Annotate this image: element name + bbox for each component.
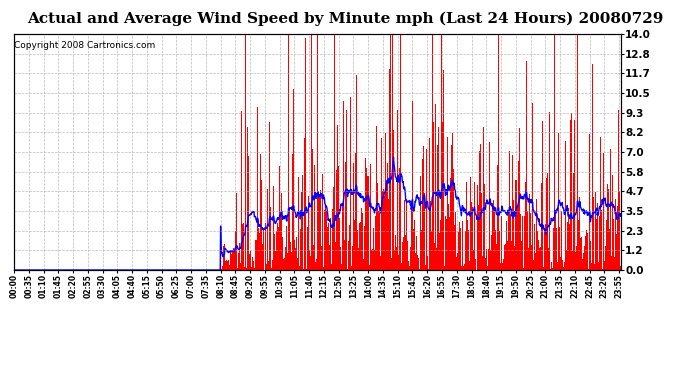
Text: Actual and Average Wind Speed by Minute mph (Last 24 Hours) 20080729: Actual and Average Wind Speed by Minute … bbox=[27, 11, 663, 26]
Text: Copyright 2008 Cartronics.com: Copyright 2008 Cartronics.com bbox=[14, 41, 156, 50]
